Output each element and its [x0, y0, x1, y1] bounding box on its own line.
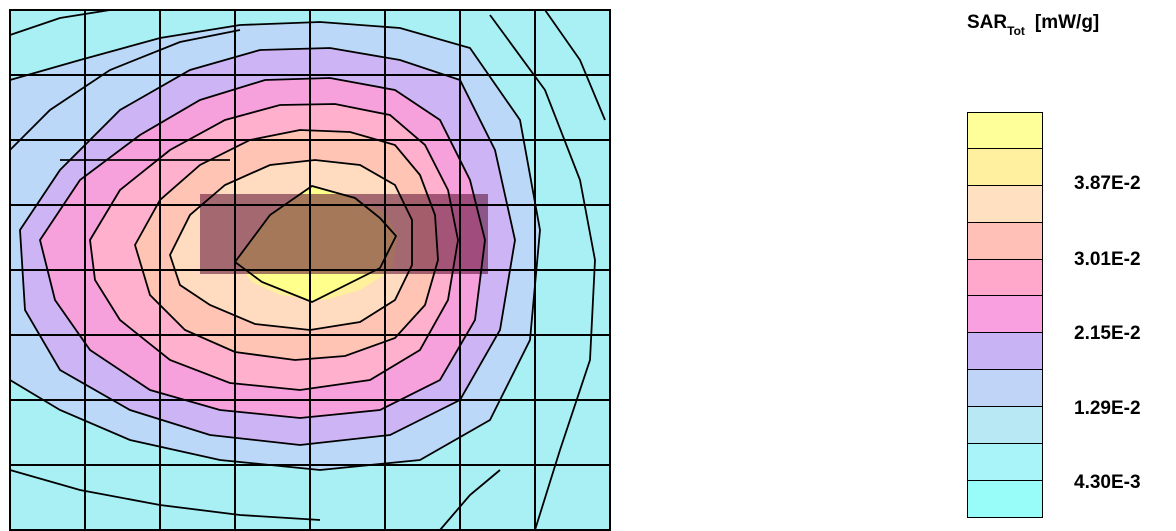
legend-swatch [967, 370, 1043, 408]
legend-swatch [967, 148, 1043, 186]
legend-swatch [967, 222, 1043, 260]
legend-tick-label: 3.01E-2 [1074, 249, 1141, 270]
contour-line-6 [169, 159, 413, 331]
legend-tick-label: 1.29E-2 [1074, 398, 1141, 419]
color-legend [967, 112, 1043, 518]
legend-quantity-subscript: Tot [1007, 24, 1025, 38]
sar-contour-plot [9, 9, 611, 531]
legend-tick-label: 4.30E-3 [1074, 472, 1141, 493]
contour-line-4 [89, 103, 459, 391]
contour-line-5 [134, 129, 439, 361]
legend-swatch [967, 259, 1043, 297]
legend-swatch [967, 444, 1043, 481]
contour-line-outer-c [489, 14, 596, 531]
contour-line-outer-f [439, 469, 501, 531]
contour-line-outer-b [9, 29, 241, 151]
contour-line-3 [39, 77, 486, 419]
contour-line-2 [19, 47, 516, 446]
legend-unit: [mW/g] [1034, 12, 1100, 33]
legend-swatch [967, 185, 1043, 223]
contour-lines [9, 9, 606, 531]
legend-swatch [967, 112, 1043, 149]
legend-swatch [967, 407, 1043, 445]
peak-overlay-bar [200, 194, 488, 274]
legend-swatch [967, 333, 1043, 371]
legend-title: SARTot [mW/g] [967, 12, 1099, 38]
legend-quantity: SAR [967, 12, 1008, 33]
legend-swatch [967, 480, 1043, 518]
contour-line-outer-a [9, 9, 111, 36]
legend-swatch [967, 296, 1043, 334]
legend-tick-label: 2.15E-2 [1074, 323, 1141, 344]
contour-line-1 [9, 21, 541, 471]
contour-line-7 [233, 185, 398, 303]
contour-line-outer-e [544, 9, 606, 121]
legend-tick-label: 3.87E-2 [1074, 173, 1141, 194]
measurement-grid [9, 9, 611, 531]
